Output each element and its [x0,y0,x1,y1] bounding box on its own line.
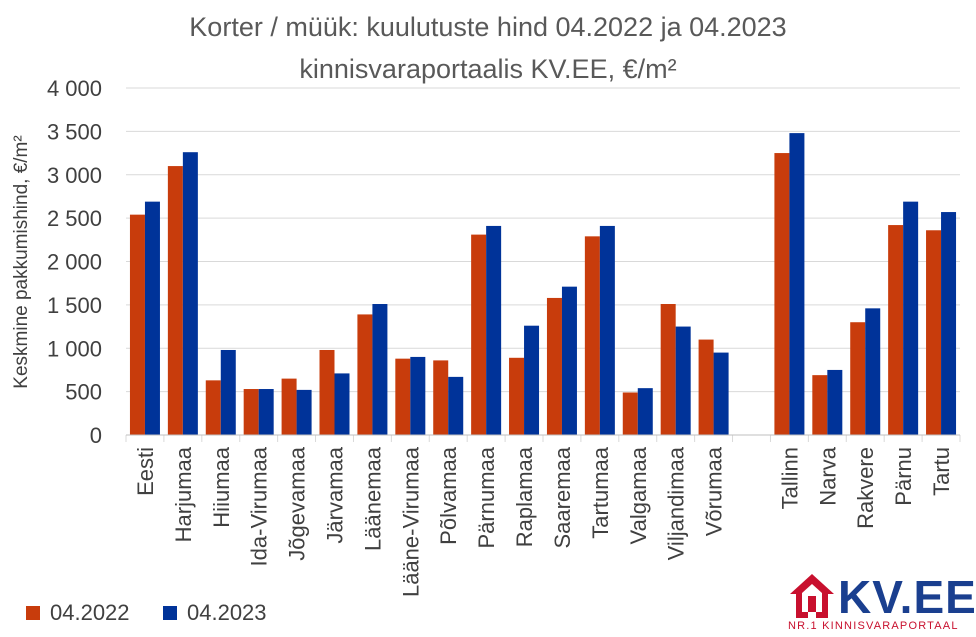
bar-2022 [509,357,525,435]
bar-2022 [471,234,487,435]
bar-2023 [258,389,274,435]
x-tick-label: Ida-Virumaa [247,446,272,566]
x-tick-label: Narva [815,446,840,505]
bar-2022 [243,389,259,435]
house-icon [790,574,834,618]
bar-2022 [167,166,183,435]
x-tick-label: Pärnumaa [474,446,499,548]
bar-2022 [546,297,562,435]
bar-2022 [584,236,600,435]
y-tick-label: 4 000 [47,76,102,101]
bar-2023 [182,152,198,435]
x-tick-label: Tartu [929,447,954,496]
bar-2022 [774,153,790,435]
bar-2023 [637,388,653,435]
bar-2023 [448,376,464,435]
bar-2022 [698,339,714,435]
legend-label-2023: 04.2023 [187,600,267,625]
y-tick-label: 2 500 [47,206,102,231]
y-tick-label: 1 500 [47,293,102,318]
bar-2023 [144,201,160,435]
chart-subtitle: kinnisvaraportaalis KV.EE, €/m² [299,54,677,84]
bar-2023 [903,201,919,435]
x-tick-label: Põlvamaa [436,446,461,545]
bar-2023 [486,225,502,435]
bar-2023 [334,373,350,435]
bar-2022 [660,304,676,435]
bar-2023 [675,326,691,435]
kv-ee-logo: KV.EE NR.1 KINNISVARAPORTAAL [788,570,976,634]
bar-2023 [296,389,312,435]
legend-item-2022: 04.2022 [26,600,130,626]
bar-2023 [827,369,843,435]
logo-tagline: NR.1 KINNISVARAPORTAAL [788,620,959,632]
bar-2022 [357,314,373,435]
bar-2023 [789,133,805,436]
x-tick-label: Tallinn [777,447,802,509]
bar-2023 [713,352,729,435]
y-tick-label: 0 [90,423,102,448]
x-tick-label: Valgamaa [626,446,651,544]
x-tick-label: Järvamaa [323,446,348,543]
x-tick-label: Saaremaa [550,446,575,548]
bar-2023 [220,349,236,435]
x-tick-label: Jõgevamaa [285,446,310,561]
x-tick-label: Viljandimaa [664,446,689,560]
x-tick-label: Võrumaa [702,446,727,536]
bar-2022 [205,380,221,435]
bar-2023 [410,356,426,435]
legend-item-2023: 04.2023 [163,600,267,626]
bar-2023 [372,304,388,435]
bar-2022 [622,392,638,435]
bar-2023 [561,286,577,435]
bar-2022 [395,358,411,435]
x-tick-label: Läänemaa [360,446,385,551]
bar-2022 [433,360,449,435]
x-tick-label: Eesti [133,447,158,496]
legend-swatch-2023 [163,606,177,620]
y-tick-label: 1 000 [47,336,102,361]
bar-2023 [941,212,957,435]
x-tick-label: Lääne-Virumaa [398,446,423,597]
bar-2022 [888,225,904,435]
chart-title: Korter / müük: kuulutuste hind 04.2022 j… [189,12,787,42]
x-tick-label: Pärnu [891,447,916,506]
bar-2022 [926,230,942,435]
bar-2023 [524,325,540,435]
bar-2023 [599,225,615,435]
x-tick-label: Rakvere [853,447,878,529]
y-tick-label: 2 000 [47,250,102,275]
bar-2022 [129,214,145,435]
x-tick-label: Tartumaa [588,446,613,538]
bar-2022 [281,378,297,435]
bar-2022 [812,375,828,435]
y-axis-label: Keskmine pakkumishind, €/m² [11,135,32,388]
x-tick-label: Harjumaa [171,446,196,542]
legend-swatch-2022 [26,606,40,620]
x-tick-label: Raplamaa [512,446,537,547]
x-tick-label: Hiiumaa [209,446,234,527]
y-tick-label: 3 000 [47,163,102,188]
bar-2022 [319,349,335,435]
y-tick-label: 500 [65,380,102,405]
legend-label-2022: 04.2022 [50,600,130,625]
bar-2023 [865,308,881,435]
logo-wordmark: KV.EE [838,571,976,623]
bar-2022 [850,322,866,435]
y-tick-label: 3 500 [47,119,102,144]
